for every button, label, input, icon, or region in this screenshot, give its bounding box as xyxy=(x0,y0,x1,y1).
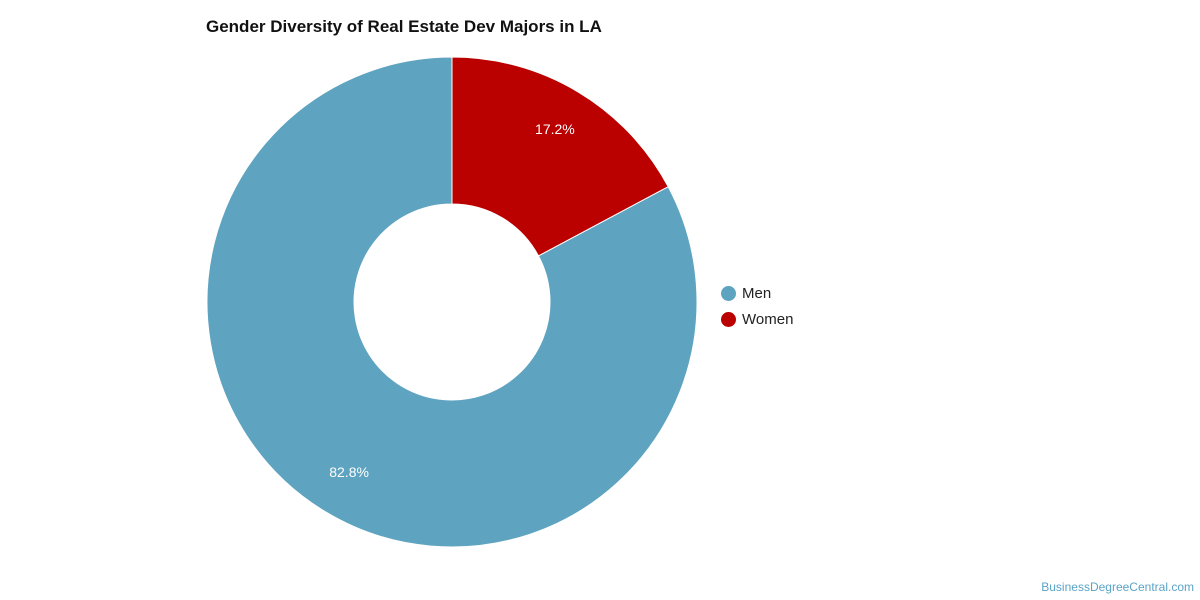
legend-swatch-women xyxy=(721,311,736,327)
source-credit[interactable]: BusinessDegreeCentral.com xyxy=(1041,580,1194,594)
legend-swatch-men xyxy=(721,285,736,301)
donut-slice-men[interactable] xyxy=(206,56,698,548)
legend-item-women[interactable]: Women xyxy=(721,306,793,332)
donut-slice-women[interactable] xyxy=(451,56,669,257)
data-label-men: 82.8% xyxy=(329,464,369,480)
legend-label-women: Women xyxy=(742,310,794,328)
legend-item-men[interactable]: Men xyxy=(721,280,793,306)
legend-label-men: Men xyxy=(742,284,772,302)
data-label-women: 17.2% xyxy=(535,121,575,137)
chart-title: Gender Diversity of Real Estate Dev Majo… xyxy=(206,17,602,36)
donut-data-labels: 82.8% 17.2% xyxy=(329,121,575,480)
chart-legend: Men Women xyxy=(721,280,793,332)
donut-slices xyxy=(206,56,698,548)
